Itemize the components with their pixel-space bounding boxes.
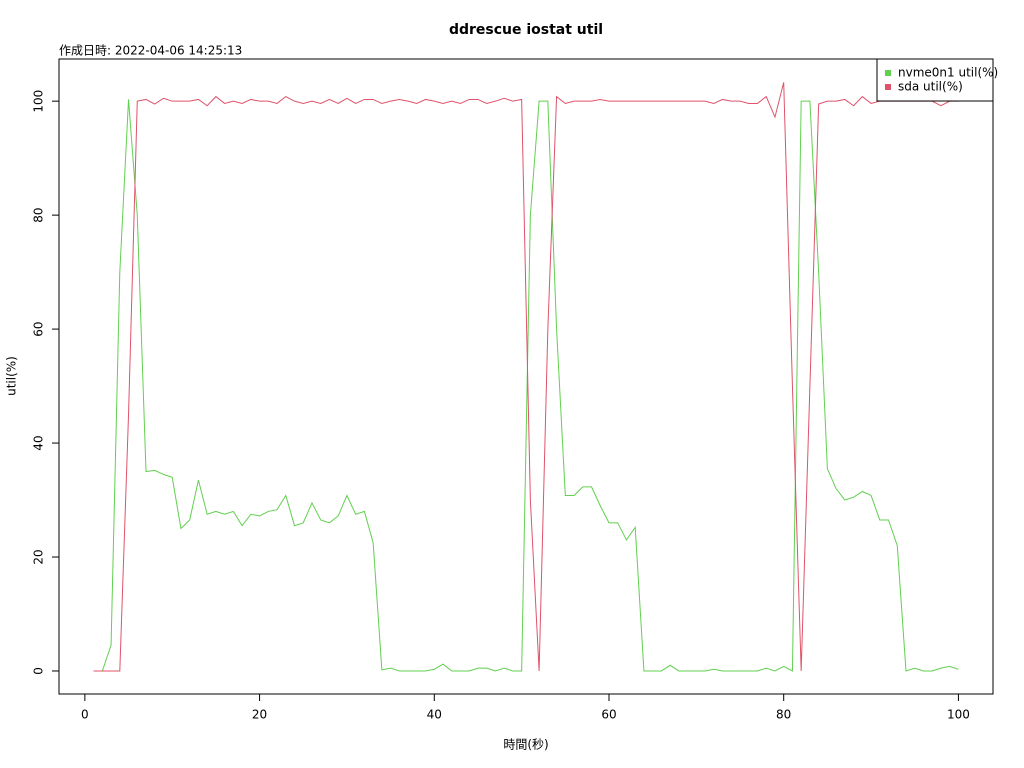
legend-swatch xyxy=(885,70,891,76)
x-tick-label: 60 xyxy=(601,708,616,722)
chart-title: ddrescue iostat util xyxy=(449,22,603,38)
legend-box xyxy=(876,58,994,102)
plot-frame xyxy=(58,58,994,695)
y-tick-label: 20 xyxy=(32,549,46,564)
x-tick-label: 80 xyxy=(776,708,791,722)
legend-swatch xyxy=(885,84,891,90)
x-tick-label: 0 xyxy=(81,708,89,722)
y-axis-label: util(%) xyxy=(5,356,19,396)
y-tick-label: 100 xyxy=(32,90,46,113)
y-tick-label: 40 xyxy=(32,435,46,450)
y-tick-label: 60 xyxy=(32,321,46,336)
x-tick-label: 100 xyxy=(947,708,970,722)
chart-subtitle: 作成日時: 2022-04-06 14:25:13 xyxy=(59,44,242,58)
x-axis-label: 時間(秒) xyxy=(503,738,548,752)
x-tick-label: 40 xyxy=(427,708,442,722)
legend-label: sda util(%) xyxy=(898,80,963,94)
series-line xyxy=(93,99,959,672)
y-tick-label: 0 xyxy=(32,667,46,675)
y-tick-label: 80 xyxy=(32,207,46,222)
legend-label: nvme0n1 util(%) xyxy=(898,66,998,80)
series-line xyxy=(93,82,959,672)
x-tick-label: 20 xyxy=(252,708,267,722)
